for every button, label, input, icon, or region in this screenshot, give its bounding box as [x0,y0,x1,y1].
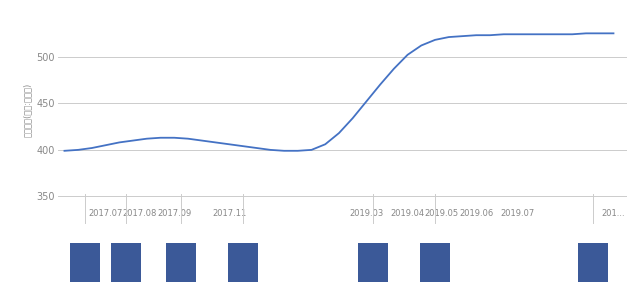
Bar [166,243,196,282]
Bar [70,243,100,282]
Bar [358,243,388,282]
Bar [420,243,450,282]
Y-axis label: 거래금액(단위:백만원): 거래금액(단위:백만원) [23,83,32,137]
Bar [111,243,141,282]
Bar [578,243,608,282]
Bar [228,243,258,282]
